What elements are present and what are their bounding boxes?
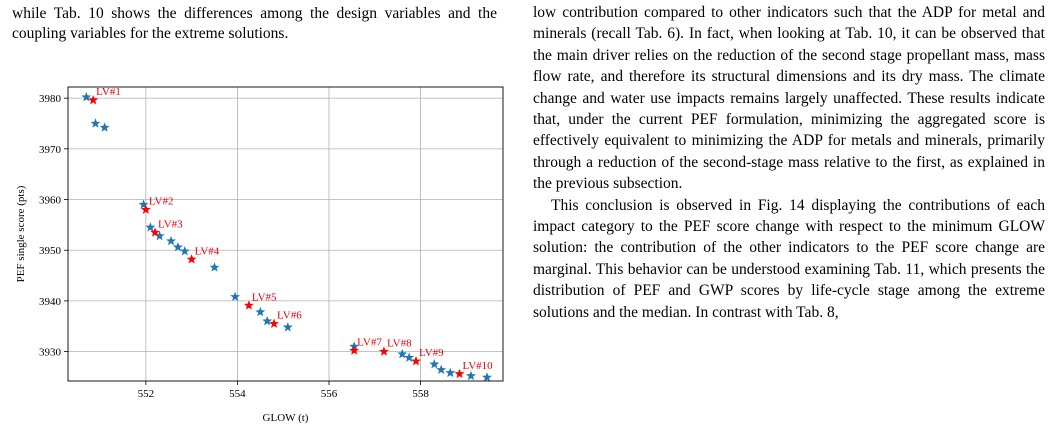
pareto-point [397,348,408,359]
point-label: LV#7 [357,337,382,349]
pareto-point [255,306,266,317]
selected-point [150,227,160,237]
pareto-point [282,322,293,332]
x-tick-label: 558 [412,388,429,400]
point-label: LV#6 [277,310,302,322]
point-label: LV#10 [463,360,494,372]
pareto-point [81,91,92,102]
selected-point [454,368,465,379]
point-label: LV#3 [158,218,183,230]
point-labels: LV#1 LV#2 LV#3 LV#4 LV#5LV#6 LV#7 LV#8 LV#9 LV#1… [96,86,493,372]
x-tick-label: 554 [229,388,246,400]
pareto-point [90,118,101,128]
x-tick-label: 556 [321,388,338,400]
pareto-point [172,241,183,252]
pareto-point [166,235,176,246]
pareto-point [138,199,149,209]
selected-point [88,94,99,105]
right-column-text: low contribution compared to other indic… [533,2,1045,323]
pareto-point [482,372,492,382]
pareto-point [209,262,220,272]
pareto-point [466,370,476,381]
point-label: LV#8 [387,338,412,350]
selected-point [379,346,389,356]
data-points [81,91,492,382]
plot-frame [67,86,504,382]
y-tick-label: 3950 [39,245,62,257]
axes: 552 554 556 558 3930 3940 3950 3960 3970 3980 [39,93,429,400]
pareto-point [230,291,241,302]
point-label: LV#4 [195,245,220,257]
selected-point [140,204,151,214]
x-tick-label: 552 [138,388,155,400]
point-label: LV#9 [419,347,444,359]
point-label: LV#1 [96,86,121,98]
x-axis-label: GLOW (t) [263,412,309,424]
selected-point [269,318,279,328]
point-label: LV#2 [149,196,174,208]
pareto-point [145,222,156,232]
y-tick-label: 3940 [39,296,62,308]
scatter-plot: 552 554 556 558 3930 3940 3950 3960 3970 3980 LV#… [15,86,504,424]
paragraph: low contribution compared to other indic… [533,4,1045,193]
pareto-point [404,352,415,362]
pareto-point [436,364,447,375]
grid-lines [68,87,503,381]
selected-point [243,300,254,310]
selected-point [349,345,360,355]
pareto-point [429,359,440,369]
pareto-point [99,122,110,132]
y-tick-label: 3980 [39,93,62,105]
y-tick-label: 3930 [39,347,62,359]
paragraph: This conclusion is observed in Fig. 14 d… [533,196,1045,321]
pareto-point [179,246,190,256]
y-tick-label: 3970 [39,144,62,156]
pareto-point [154,230,165,241]
selected-point [186,254,197,264]
selected-point [411,356,421,366]
point-label: LV#5 [252,291,277,303]
pareto-scatter-figure: 552 554 556 558 3930 3940 3950 3960 3970 3980 LV#… [0,80,520,430]
pareto-point [262,315,273,326]
y-tick-label: 3960 [39,195,62,207]
y-axis-label: PEF single score (pts) [15,185,27,282]
pareto-point [445,367,456,378]
intro-paragraph: while Tab. 10 shows the differences amon… [12,5,497,42]
